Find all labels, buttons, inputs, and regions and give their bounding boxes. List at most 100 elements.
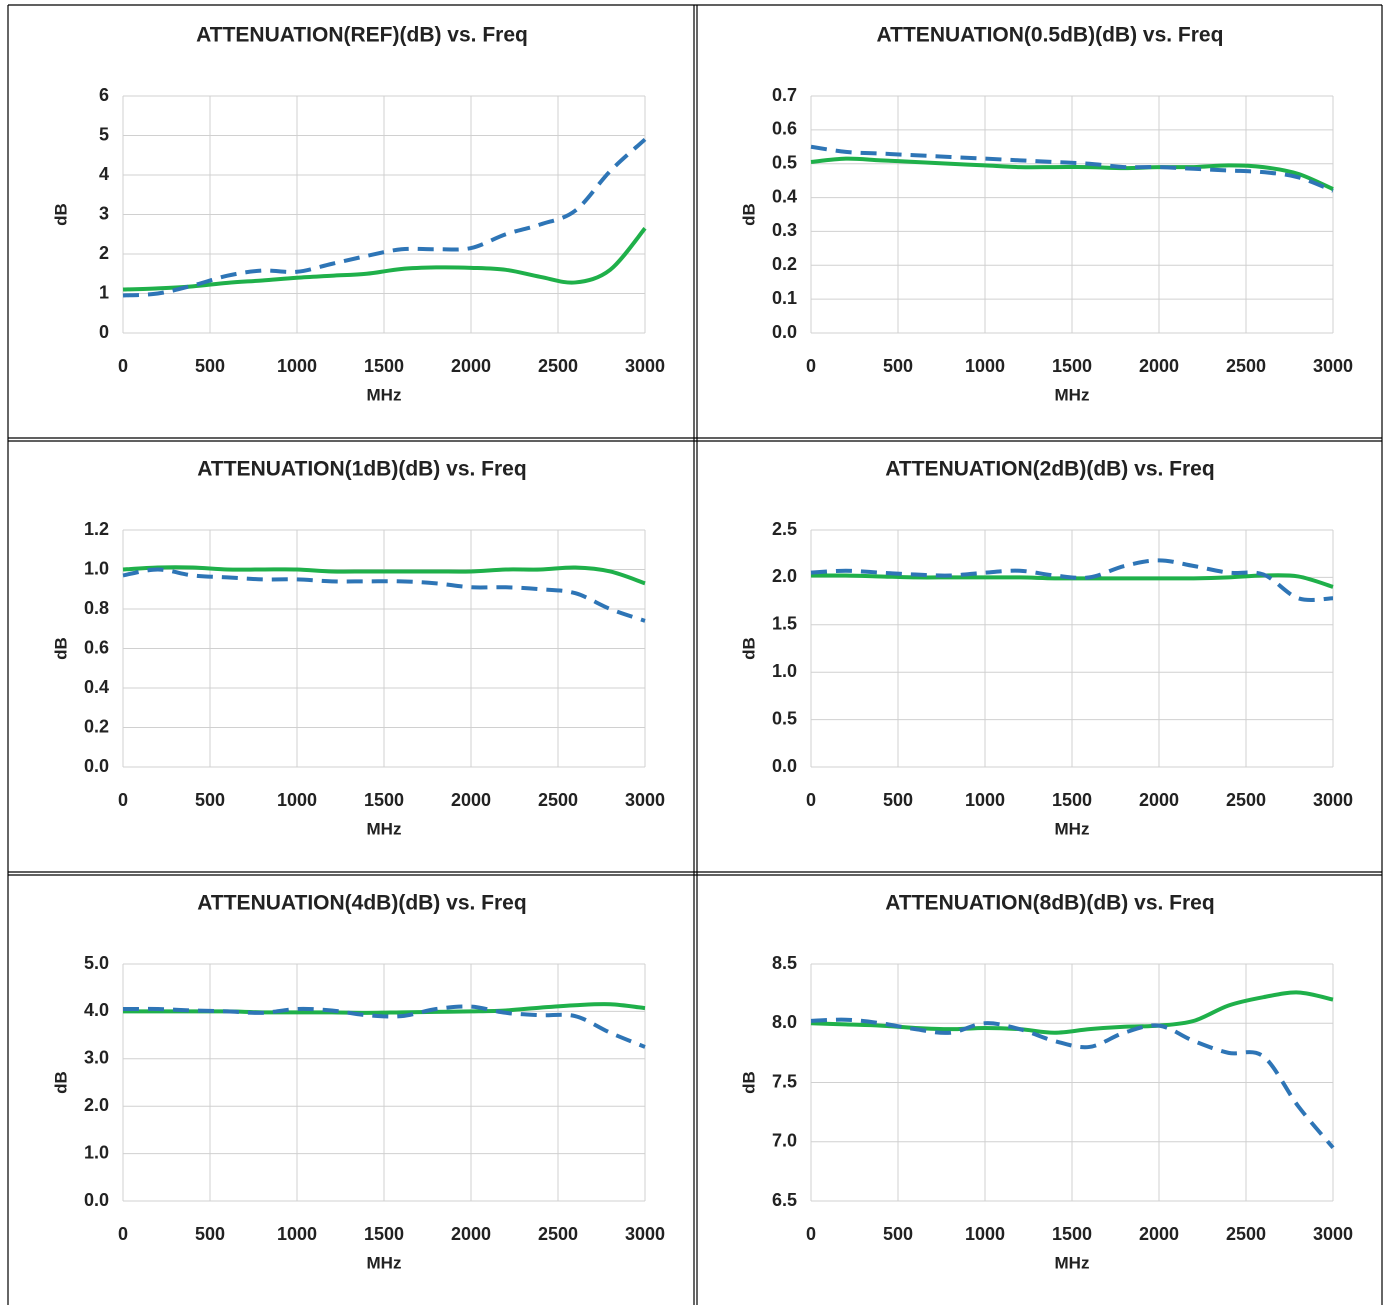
y-tick-label: 3.0 [84,1048,109,1068]
chart-title: ATTENUATION(8dB)(dB) vs. Freq [885,892,1214,915]
y-tick-label: 6 [99,85,109,105]
y-tick-label: 0.2 [84,716,109,736]
x-tick-label: 500 [195,1224,225,1244]
y-tick-label: 0.5 [772,152,797,172]
x-tick-label: 500 [195,790,225,810]
x-tick-label: 2000 [1139,790,1179,810]
x-axis-label: MHz [367,819,402,838]
y-tick-label: 0 [99,322,109,342]
y-tick-label: 2.0 [772,566,797,586]
y-tick-label: 3 [99,203,109,223]
y-tick-label: 6.5 [772,1190,797,1210]
y-tick-label: 5.0 [84,953,109,973]
x-tick-label: 500 [883,356,913,376]
x-tick-label: 1500 [364,790,404,810]
y-tick-label: 2 [99,243,109,263]
x-tick-label: 1500 [1052,1224,1092,1244]
chart-title: ATTENUATION(4dB)(dB) vs. Freq [197,892,526,915]
series-line [122,1004,646,1049]
y-tick-label: 2.0 [84,1095,109,1115]
y-tick-label: 1.0 [84,1142,109,1162]
x-tick-label: 3000 [625,790,665,810]
y-tick-label: 0.0 [772,322,797,342]
chart: ATTENUATION(0.5dB)(dB) vs. Freq 0.0 0.1 0.2… [739,24,1353,405]
series-line [122,227,647,292]
y-tick-label: 0.5 [772,708,797,728]
x-tick-label: 500 [883,1224,913,1244]
x-tick-label: 2500 [538,790,578,810]
x-tick-label: 2000 [451,356,491,376]
x-tick-label: 1500 [1052,356,1092,376]
chart-title: ATTENUATION(REF)(dB) vs. Freq [196,24,528,47]
y-tick-label: 5 [99,124,109,144]
y-axis-label: dB [739,1071,758,1094]
x-tick-label: 0 [118,790,128,810]
x-tick-label: 2000 [1139,1224,1179,1244]
x-tick-label: 2000 [1139,356,1179,376]
x-tick-label: 2000 [451,1224,491,1244]
y-tick-label: 0.1 [772,288,797,308]
y-tick-label: 0.8 [84,598,109,618]
chart: ATTENUATION(REF)(dB) vs. Freq 0 1 2 3 4 5 6 0 500… [51,24,665,405]
x-tick-label: 1000 [965,790,1005,810]
series-line [810,156,1334,191]
y-tick-label: 2.5 [772,519,797,539]
y-tick-label: 0.0 [84,1190,109,1210]
x-tick-label: 3000 [1313,356,1353,376]
chart: ATTENUATION(2dB)(dB) vs. Freq 0.0 0.5 1.0 1.… [739,458,1353,839]
x-axis-label: MHz [1055,819,1090,838]
x-tick-label: 2000 [451,790,491,810]
y-tick-label: 8.5 [772,953,797,973]
y-tick-label: 0.0 [772,756,797,776]
y-tick-label: 0.4 [772,186,797,206]
y-axis-label: dB [51,203,70,226]
y-tick-label: 1.0 [84,558,109,578]
y-tick-label: 0.4 [84,677,109,697]
chart: ATTENUATION(4dB)(dB) vs. Freq 0.0 1.0 2.0 3.… [51,892,665,1273]
chart-title: ATTENUATION(0.5dB)(dB) vs. Freq [877,24,1224,47]
x-tick-label: 1500 [1052,790,1092,810]
x-tick-label: 2500 [538,356,578,376]
x-tick-label: 1500 [364,356,404,376]
series-line [122,137,647,298]
x-tick-label: 3000 [625,1224,665,1244]
chart: ATTENUATION(1dB)(dB) vs. Freq 0.0 0.2 0.4 0.… [51,458,665,839]
x-tick-label: 1000 [277,356,317,376]
x-tick-label: 500 [883,790,913,810]
chart-title: ATTENUATION(1dB)(dB) vs. Freq [197,458,526,481]
x-axis-label: MHz [1055,1253,1090,1272]
x-tick-label: 3000 [1313,1224,1353,1244]
y-tick-label: 0.0 [84,756,109,776]
x-tick-label: 1000 [965,356,1005,376]
x-axis-label: MHz [367,385,402,404]
y-tick-label: 0.3 [772,220,797,240]
y-axis-label: dB [51,637,70,660]
chart-title: ATTENUATION(2dB)(dB) vs. Freq [885,458,1214,481]
x-tick-label: 1000 [965,1224,1005,1244]
series-line [122,567,646,623]
series-line [810,144,1334,193]
x-tick-label: 0 [118,356,128,376]
x-tick-label: 1500 [364,1224,404,1244]
x-axis-label: MHz [1055,385,1090,404]
x-tick-label: 2500 [538,1224,578,1244]
x-axis-label: MHz [367,1253,402,1272]
x-tick-label: 2500 [1226,356,1266,376]
x-tick-label: 0 [806,356,816,376]
x-tick-label: 2500 [1226,1224,1266,1244]
y-tick-label: 7.0 [772,1131,797,1151]
x-tick-label: 2500 [1226,790,1266,810]
y-tick-label: 0.7 [772,85,797,105]
y-tick-label: 7.5 [772,1071,797,1091]
series-line [122,565,646,586]
y-tick-label: 4.0 [84,1000,109,1020]
series-line [810,1017,1335,1149]
x-tick-label: 1000 [277,1224,317,1244]
x-tick-label: 0 [118,1224,128,1244]
y-axis-label: dB [51,1071,70,1094]
y-tick-label: 0.6 [772,119,797,139]
y-axis-label: dB [739,637,758,660]
x-tick-label: 0 [806,790,816,810]
